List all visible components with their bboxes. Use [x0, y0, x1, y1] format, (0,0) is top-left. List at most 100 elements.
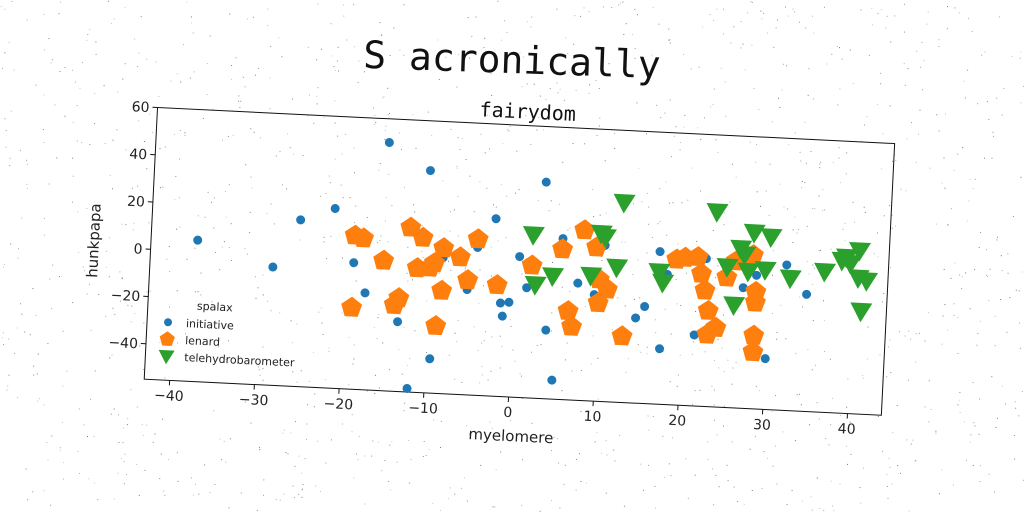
noise-dot — [469, 175, 471, 177]
noise-dot — [391, 441, 393, 443]
noise-dot — [431, 135, 433, 137]
noise-dot — [1018, 290, 1020, 292]
noise-dot — [159, 342, 161, 343]
noise-dot — [501, 346, 503, 348]
noise-dot — [643, 489, 644, 491]
noise-dot — [731, 383, 733, 385]
legend-entry-label: telehydrobarometer — [184, 351, 295, 369]
noise-dot — [530, 143, 532, 145]
noise-dot — [889, 466, 891, 468]
noise-dot — [918, 332, 920, 334]
noise-dot — [805, 162, 807, 164]
noise-dot — [301, 496, 303, 498]
y-tick-label: 40 — [129, 146, 148, 163]
noise-dot — [892, 432, 894, 434]
noise-dot — [180, 81, 182, 83]
noise-dot — [724, 81, 726, 83]
noise-dot — [1015, 289, 1017, 291]
noise-dot — [510, 326, 512, 327]
noise-dot — [569, 290, 571, 292]
noise-dot — [304, 458, 306, 460]
noise-dot — [518, 189, 520, 191]
noise-dot — [824, 351, 825, 352]
noise-dot — [195, 483, 196, 485]
noise-dot — [614, 148, 616, 150]
noise-dot — [624, 241, 626, 243]
noise-dot — [449, 211, 451, 213]
noise-dot — [567, 52, 569, 54]
noise-dot — [293, 497, 295, 499]
noise-dot — [13, 69, 15, 71]
noise-dot — [262, 274, 264, 276]
noise-dot — [634, 57, 636, 59]
noise-dot — [239, 107, 241, 108]
noise-dot — [981, 54, 983, 56]
noise-dot — [72, 201, 73, 203]
noise-dot — [353, 4, 355, 6]
legend-marker — [159, 331, 175, 346]
noise-dot — [659, 188, 661, 190]
noise-dot — [449, 487, 451, 489]
noise-dot — [537, 200, 539, 202]
noise-dot — [1003, 88, 1005, 89]
noise-dot — [654, 486, 656, 487]
noise-dot — [659, 221, 661, 222]
noise-dot — [421, 225, 423, 227]
noise-dot — [564, 359, 566, 361]
noise-dot — [152, 441, 154, 443]
noise-dot — [363, 71, 365, 73]
noise-dot — [218, 346, 220, 348]
noise-dot — [816, 402, 818, 404]
noise-dot — [292, 485, 294, 487]
noise-dot — [293, 153, 294, 155]
noise-dot — [559, 507, 561, 509]
data-point-pentagon — [705, 316, 727, 338]
noise-dot — [457, 320, 459, 321]
noise-dot — [811, 509, 813, 511]
noise-dot — [779, 107, 781, 108]
noise-dot — [388, 173, 390, 175]
noise-dot — [412, 114, 414, 116]
noise-dot — [39, 398, 40, 400]
noise-dot — [1019, 347, 1021, 349]
noise-dot — [543, 129, 544, 131]
noise-dot — [877, 416, 879, 417]
data-point-circle — [631, 313, 641, 323]
noise-dot — [712, 230, 714, 231]
noise-dot — [647, 415, 649, 417]
data-point-pentagon — [433, 237, 455, 258]
noise-dot — [380, 235, 382, 237]
noise-dot — [231, 65, 233, 66]
noise-dot — [133, 222, 135, 224]
noise-dot — [97, 499, 99, 500]
noise-dot — [473, 326, 475, 328]
noise-dot — [366, 390, 368, 392]
noise-dot — [489, 421, 491, 423]
noise-dot — [735, 362, 737, 363]
noise-dot — [915, 361, 917, 363]
noise-dot — [852, 83, 854, 84]
noise-dot — [963, 80, 965, 82]
noise-dot — [381, 470, 383, 472]
noise-dot — [274, 223, 275, 225]
noise-dot — [675, 278, 677, 280]
noise-dot — [640, 303, 641, 305]
noise-dot — [240, 492, 242, 494]
noise-dot — [916, 50, 918, 52]
noise-dot — [385, 196, 387, 198]
noise-dot — [221, 246, 223, 248]
noise-dot — [812, 98, 814, 100]
noise-dot — [1011, 55, 1013, 57]
noise-dot — [794, 132, 796, 134]
noise-dot — [657, 223, 659, 225]
noise-dot — [910, 443, 912, 445]
noise-dot — [978, 247, 980, 248]
noise-dot — [225, 216, 227, 218]
noise-dot — [141, 424, 143, 426]
noise-dot — [159, 478, 161, 480]
noise-dot — [862, 375, 864, 376]
noise-dot — [134, 313, 136, 314]
noise-dot — [987, 276, 988, 277]
noise-dot — [35, 314, 37, 316]
noise-dot — [693, 341, 694, 343]
